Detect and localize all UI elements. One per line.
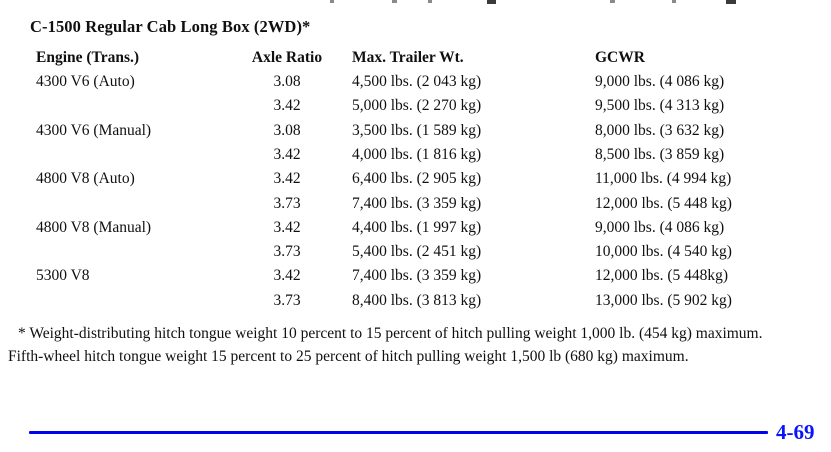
cell-gcwr: 8,500 lbs. (3 859 kg) <box>595 145 725 163</box>
clipped-text-fragment <box>610 0 615 3</box>
cell-axle: 3.42 <box>273 145 301 163</box>
cell-trailer: 6,400 lbs. (2 905 kg) <box>352 170 482 188</box>
table-row: 4300 V6 (Auto) 3.08 4,500 lbs. (2 043 kg… <box>0 69 831 94</box>
cell-axle: 3.73 <box>273 194 301 212</box>
cell-gcwr: 8,000 lbs. (3 632 kg) <box>595 121 725 139</box>
table-row: 4800 V8 (Auto) 3.42 6,400 lbs. (2 905 kg… <box>0 166 831 191</box>
table-row: 3.73 7,400 lbs. (3 359 kg) 12,000 lbs. (… <box>0 191 831 216</box>
cell-axle: 3.42 <box>273 97 301 115</box>
header-trailer: Max. Trailer Wt. <box>352 49 464 66</box>
clipped-text-fragment <box>726 0 736 4</box>
cell-engine: 4800 V8 (Auto) <box>36 170 135 188</box>
cell-trailer: 8,400 lbs. (3 813 kg) <box>352 291 482 309</box>
table-header-row: Engine (Trans.) Axle Ratio Max. Trailer … <box>0 45 831 70</box>
cell-trailer: 4,500 lbs. (2 043 kg) <box>352 73 482 90</box>
cell-gcwr: 13,000 lbs. (5 902 kg) <box>595 291 732 309</box>
cell-trailer: 4,400 lbs. (1 997 kg) <box>352 218 482 236</box>
footnote-line-1: * Weight-distributing hitch tongue weigh… <box>18 325 763 342</box>
header-gcwr: GCWR <box>595 49 645 66</box>
footnote: * Weight-distributing hitch tongue weigh… <box>8 322 820 368</box>
cell-gcwr: 12,000 lbs. (5 448 kg) <box>595 194 732 212</box>
header-axle: Axle Ratio <box>251 49 323 66</box>
clipped-text-fragment <box>330 0 334 3</box>
cell-engine: 5300 V8 <box>36 267 90 285</box>
cell-gcwr: 12,000 lbs. (5 448kg) <box>595 267 729 285</box>
clipped-text-fragment <box>672 0 676 3</box>
cell-gcwr: 9,500 lbs. (4 313 kg) <box>595 97 725 115</box>
header-engine: Engine (Trans.) <box>36 49 140 66</box>
cell-engine: 4300 V6 (Auto) <box>36 73 135 90</box>
section-title: C-1500 Regular Cab Long Box (2WD)* <box>30 17 311 36</box>
page-number: 4-69 <box>776 420 815 444</box>
table-row: 5300 V8 3.42 7,400 lbs. (3 359 kg) 12,00… <box>0 263 831 288</box>
cell-gcwr: 10,000 lbs. (4 540 kg) <box>595 243 732 261</box>
cell-axle: 3.42 <box>273 267 301 285</box>
table-row: 4800 V8 (Manual) 3.42 4,400 lbs. (1 997 … <box>0 215 831 240</box>
table-row: 3.42 5,000 lbs. (2 270 kg) 9,500 lbs. (4… <box>0 93 831 118</box>
clipped-text-fragment <box>392 0 397 3</box>
cell-trailer: 7,400 lbs. (3 359 kg) <box>352 267 482 285</box>
footnote-line-2: Fifth-wheel hitch tongue weight 15 perce… <box>8 348 689 365</box>
cell-trailer: 3,500 lbs. (1 589 kg) <box>352 121 482 139</box>
cell-axle: 3.73 <box>273 291 301 309</box>
cell-axle: 3.42 <box>273 218 301 236</box>
cell-gcwr: 11,000 lbs. (4 994 kg) <box>595 170 732 188</box>
table-row: 4300 V6 (Manual) 3.08 3,500 lbs. (1 589 … <box>0 118 831 143</box>
cell-axle: 3.08 <box>273 121 301 139</box>
cell-gcwr: 9,000 lbs. (4 086 kg) <box>595 218 725 236</box>
cell-gcwr: 9,000 lbs. (4 086 kg) <box>595 73 725 90</box>
footer-rule <box>29 431 768 434</box>
cell-trailer: 7,400 lbs. (3 359 kg) <box>352 194 482 212</box>
cell-engine: 4800 V8 (Manual) <box>36 218 152 236</box>
cell-trailer: 5,000 lbs. (2 270 kg) <box>352 97 482 115</box>
cell-trailer: 4,000 lbs. (1 816 kg) <box>352 145 482 163</box>
table-row: 3.73 5,400 lbs. (2 451 kg) 10,000 lbs. (… <box>0 239 831 264</box>
clipped-text-fragment <box>428 0 432 3</box>
table-row: 3.73 8,400 lbs. (3 813 kg) 13,000 lbs. (… <box>0 288 831 313</box>
cell-axle: 3.73 <box>273 243 301 261</box>
clipped-text-fragment <box>487 0 496 4</box>
cell-engine: 4300 V6 (Manual) <box>36 121 152 139</box>
cell-trailer: 5,400 lbs. (2 451 kg) <box>352 243 482 261</box>
cell-axle: 3.42 <box>273 170 301 188</box>
cell-axle: 3.08 <box>273 73 301 90</box>
table-row: 3.42 4,000 lbs. (1 816 kg) 8,500 lbs. (3… <box>0 142 831 167</box>
